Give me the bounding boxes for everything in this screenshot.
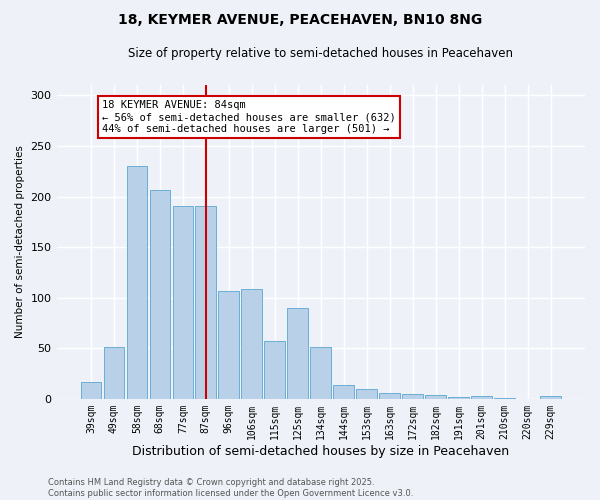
Bar <box>310 347 331 399</box>
Bar <box>494 398 515 399</box>
Bar <box>265 341 285 399</box>
X-axis label: Distribution of semi-detached houses by size in Peacehaven: Distribution of semi-detached houses by … <box>132 444 509 458</box>
Bar <box>540 396 561 399</box>
Bar <box>104 347 124 399</box>
Bar <box>472 396 492 399</box>
Text: 18, KEYMER AVENUE, PEACEHAVEN, BN10 8NG: 18, KEYMER AVENUE, PEACEHAVEN, BN10 8NG <box>118 12 482 26</box>
Bar <box>173 206 193 399</box>
Bar <box>448 397 469 399</box>
Bar <box>356 388 377 399</box>
Text: 18 KEYMER AVENUE: 84sqm
← 56% of semi-detached houses are smaller (632)
44% of s: 18 KEYMER AVENUE: 84sqm ← 56% of semi-de… <box>103 100 396 134</box>
Bar <box>425 395 446 399</box>
Bar <box>127 166 147 399</box>
Bar <box>149 190 170 399</box>
Bar <box>403 394 423 399</box>
Bar <box>196 206 216 399</box>
Bar <box>334 384 354 399</box>
Bar <box>241 288 262 399</box>
Bar <box>80 382 101 399</box>
Text: Contains HM Land Registry data © Crown copyright and database right 2025.
Contai: Contains HM Land Registry data © Crown c… <box>48 478 413 498</box>
Bar <box>218 290 239 399</box>
Bar <box>379 393 400 399</box>
Title: Size of property relative to semi-detached houses in Peacehaven: Size of property relative to semi-detach… <box>128 48 513 60</box>
Y-axis label: Number of semi-detached properties: Number of semi-detached properties <box>15 146 25 338</box>
Bar <box>287 308 308 399</box>
